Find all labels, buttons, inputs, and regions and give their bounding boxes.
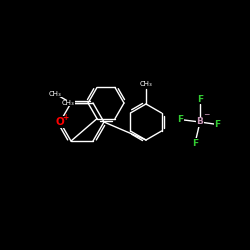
Text: F: F xyxy=(197,95,203,104)
Text: F: F xyxy=(192,139,198,148)
Text: CH₃: CH₃ xyxy=(140,81,152,87)
Text: −: − xyxy=(203,110,209,120)
Text: O: O xyxy=(56,117,64,127)
Text: B: B xyxy=(196,118,203,126)
Text: CH₃: CH₃ xyxy=(62,100,74,106)
Text: CH₃: CH₃ xyxy=(49,91,62,97)
Text: F: F xyxy=(214,120,220,129)
Text: F: F xyxy=(177,115,183,124)
Text: +: + xyxy=(62,113,68,122)
